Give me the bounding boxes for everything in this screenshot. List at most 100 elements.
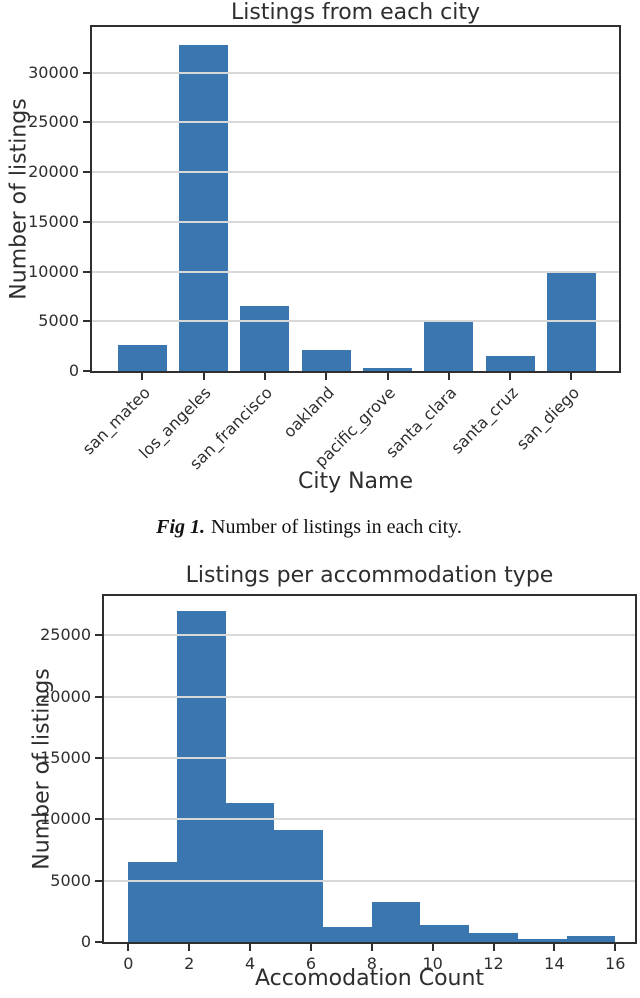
x-tick-label: 0: [123, 954, 134, 973]
bar: [240, 305, 290, 371]
x-tick-mark: [386, 373, 389, 380]
x-tick-mark: [492, 944, 495, 951]
x-tick-label: 14: [544, 954, 565, 973]
gridline: [92, 71, 619, 74]
x-tick-mark: [202, 373, 205, 380]
plot-border-left: [90, 25, 92, 373]
bar: [117, 345, 167, 371]
x-tick-label: 12: [483, 954, 504, 973]
plot-border-right: [635, 594, 637, 944]
y-tick-label: 0: [68, 361, 79, 380]
city-bar-chart-plot: 0 5000 10000 15000 20000 25000 30000 san_mateo l…: [28, 25, 621, 473]
plot-border-top: [102, 594, 637, 596]
histogram-bar: [469, 933, 518, 942]
figure-caption: Fig 1. Number of listings in each city.: [0, 516, 618, 539]
bar: [179, 44, 229, 371]
x-tick-label: 4: [244, 954, 256, 973]
bar: [485, 356, 535, 371]
y-tick-label: 20000: [28, 162, 79, 182]
x-tick-label: san_diego: [512, 383, 583, 454]
y-tick-mark: [83, 320, 90, 323]
x-tick-mark: [509, 373, 512, 380]
accommodation-histogram-plot: 0 5000 10000 15000 20000 25000 0 2 4 6 8 10 12 14 16: [40, 594, 637, 973]
x-tick-mark: [249, 944, 252, 951]
y-tick-mark: [95, 756, 102, 759]
y-tick-label: 25000: [40, 625, 91, 645]
bar: [301, 349, 351, 371]
x-tick-mark: [127, 944, 130, 951]
y-tick-label: 25000: [28, 112, 79, 132]
x-tick-mark: [553, 944, 556, 951]
plot-border-top: [90, 25, 621, 27]
histogram-bar: [371, 901, 421, 942]
y-tick-label: 15000: [40, 747, 91, 767]
x-tick-label: 6: [305, 954, 317, 973]
x-tick-mark: [263, 373, 266, 380]
x-tick-mark: [370, 944, 373, 951]
y-tick-mark: [95, 879, 102, 882]
x-tick-mark: [309, 944, 312, 951]
histogram-bar: [177, 611, 226, 942]
figure-caption-label: Fig 1.: [156, 516, 206, 538]
chart1-title: Listings from each city: [230, 0, 481, 25]
y-tick-mark: [95, 941, 102, 943]
gridline: [104, 634, 635, 637]
figure-caption-text: Number of listings in each city.: [211, 516, 462, 538]
histogram-bar: [420, 924, 470, 942]
y-tick-mark: [83, 121, 90, 124]
gridline: [104, 879, 635, 882]
x-tick-mark: [188, 944, 191, 951]
y-tick-label: 15000: [28, 211, 79, 231]
x-tick-mark: [614, 944, 617, 951]
gridline: [104, 695, 635, 698]
gridline: [92, 320, 619, 323]
bar: [363, 368, 412, 371]
gridline: [92, 121, 619, 124]
histogram-bar: [128, 862, 178, 942]
histogram-bar: [566, 935, 616, 942]
x-tick-label: oakland: [279, 383, 338, 442]
chart2-x-axis-label: Accomodation Count: [254, 966, 485, 991]
x-tick-mark: [325, 373, 328, 380]
y-tick-mark: [83, 270, 90, 273]
plot-border-bottom: [102, 942, 637, 944]
histogram-bar: [225, 803, 275, 942]
y-tick-label: 5000: [50, 870, 91, 890]
x-tick-mark: [141, 373, 144, 380]
y-tick-mark: [95, 695, 102, 698]
y-tick-mark: [83, 370, 90, 372]
y-tick-label: 5000: [38, 311, 79, 331]
histogram-bar: [323, 926, 372, 942]
x-tick-label: 10: [422, 954, 443, 973]
x-tick-label: 16: [605, 954, 626, 973]
x-tick-mark: [447, 373, 450, 380]
bar: [424, 321, 474, 371]
chart1-x-axis-label: City Name: [297, 469, 414, 494]
y-tick-label: 10000: [28, 261, 79, 281]
histogram-bar: [274, 830, 324, 942]
gridline: [92, 270, 619, 273]
x-tick-mark: [431, 944, 434, 951]
x-tick-label: 8: [366, 954, 377, 973]
y-tick-label: 20000: [40, 686, 91, 706]
y-tick-mark: [95, 634, 102, 637]
y-tick-mark: [83, 171, 90, 174]
y-tick-label: 30000: [28, 62, 79, 82]
y-tick-mark: [95, 818, 102, 821]
gridline: [92, 220, 619, 223]
plot-border-left: [102, 594, 104, 944]
y-tick-mark: [83, 71, 90, 74]
y-tick-mark: [83, 220, 90, 223]
y-tick-label: 0: [80, 932, 91, 951]
plot-border-right: [619, 25, 621, 373]
x-tick-label: 2: [184, 954, 195, 973]
x-tick-mark: [570, 373, 573, 380]
plot-border-bottom: [90, 371, 621, 373]
gridline: [104, 818, 635, 821]
histogram-bar: [517, 938, 567, 942]
y-tick-label: 10000: [40, 809, 91, 829]
chart2-title: Listings per accommodation type: [185, 563, 554, 588]
gridline: [92, 171, 619, 174]
gridline: [104, 756, 635, 759]
